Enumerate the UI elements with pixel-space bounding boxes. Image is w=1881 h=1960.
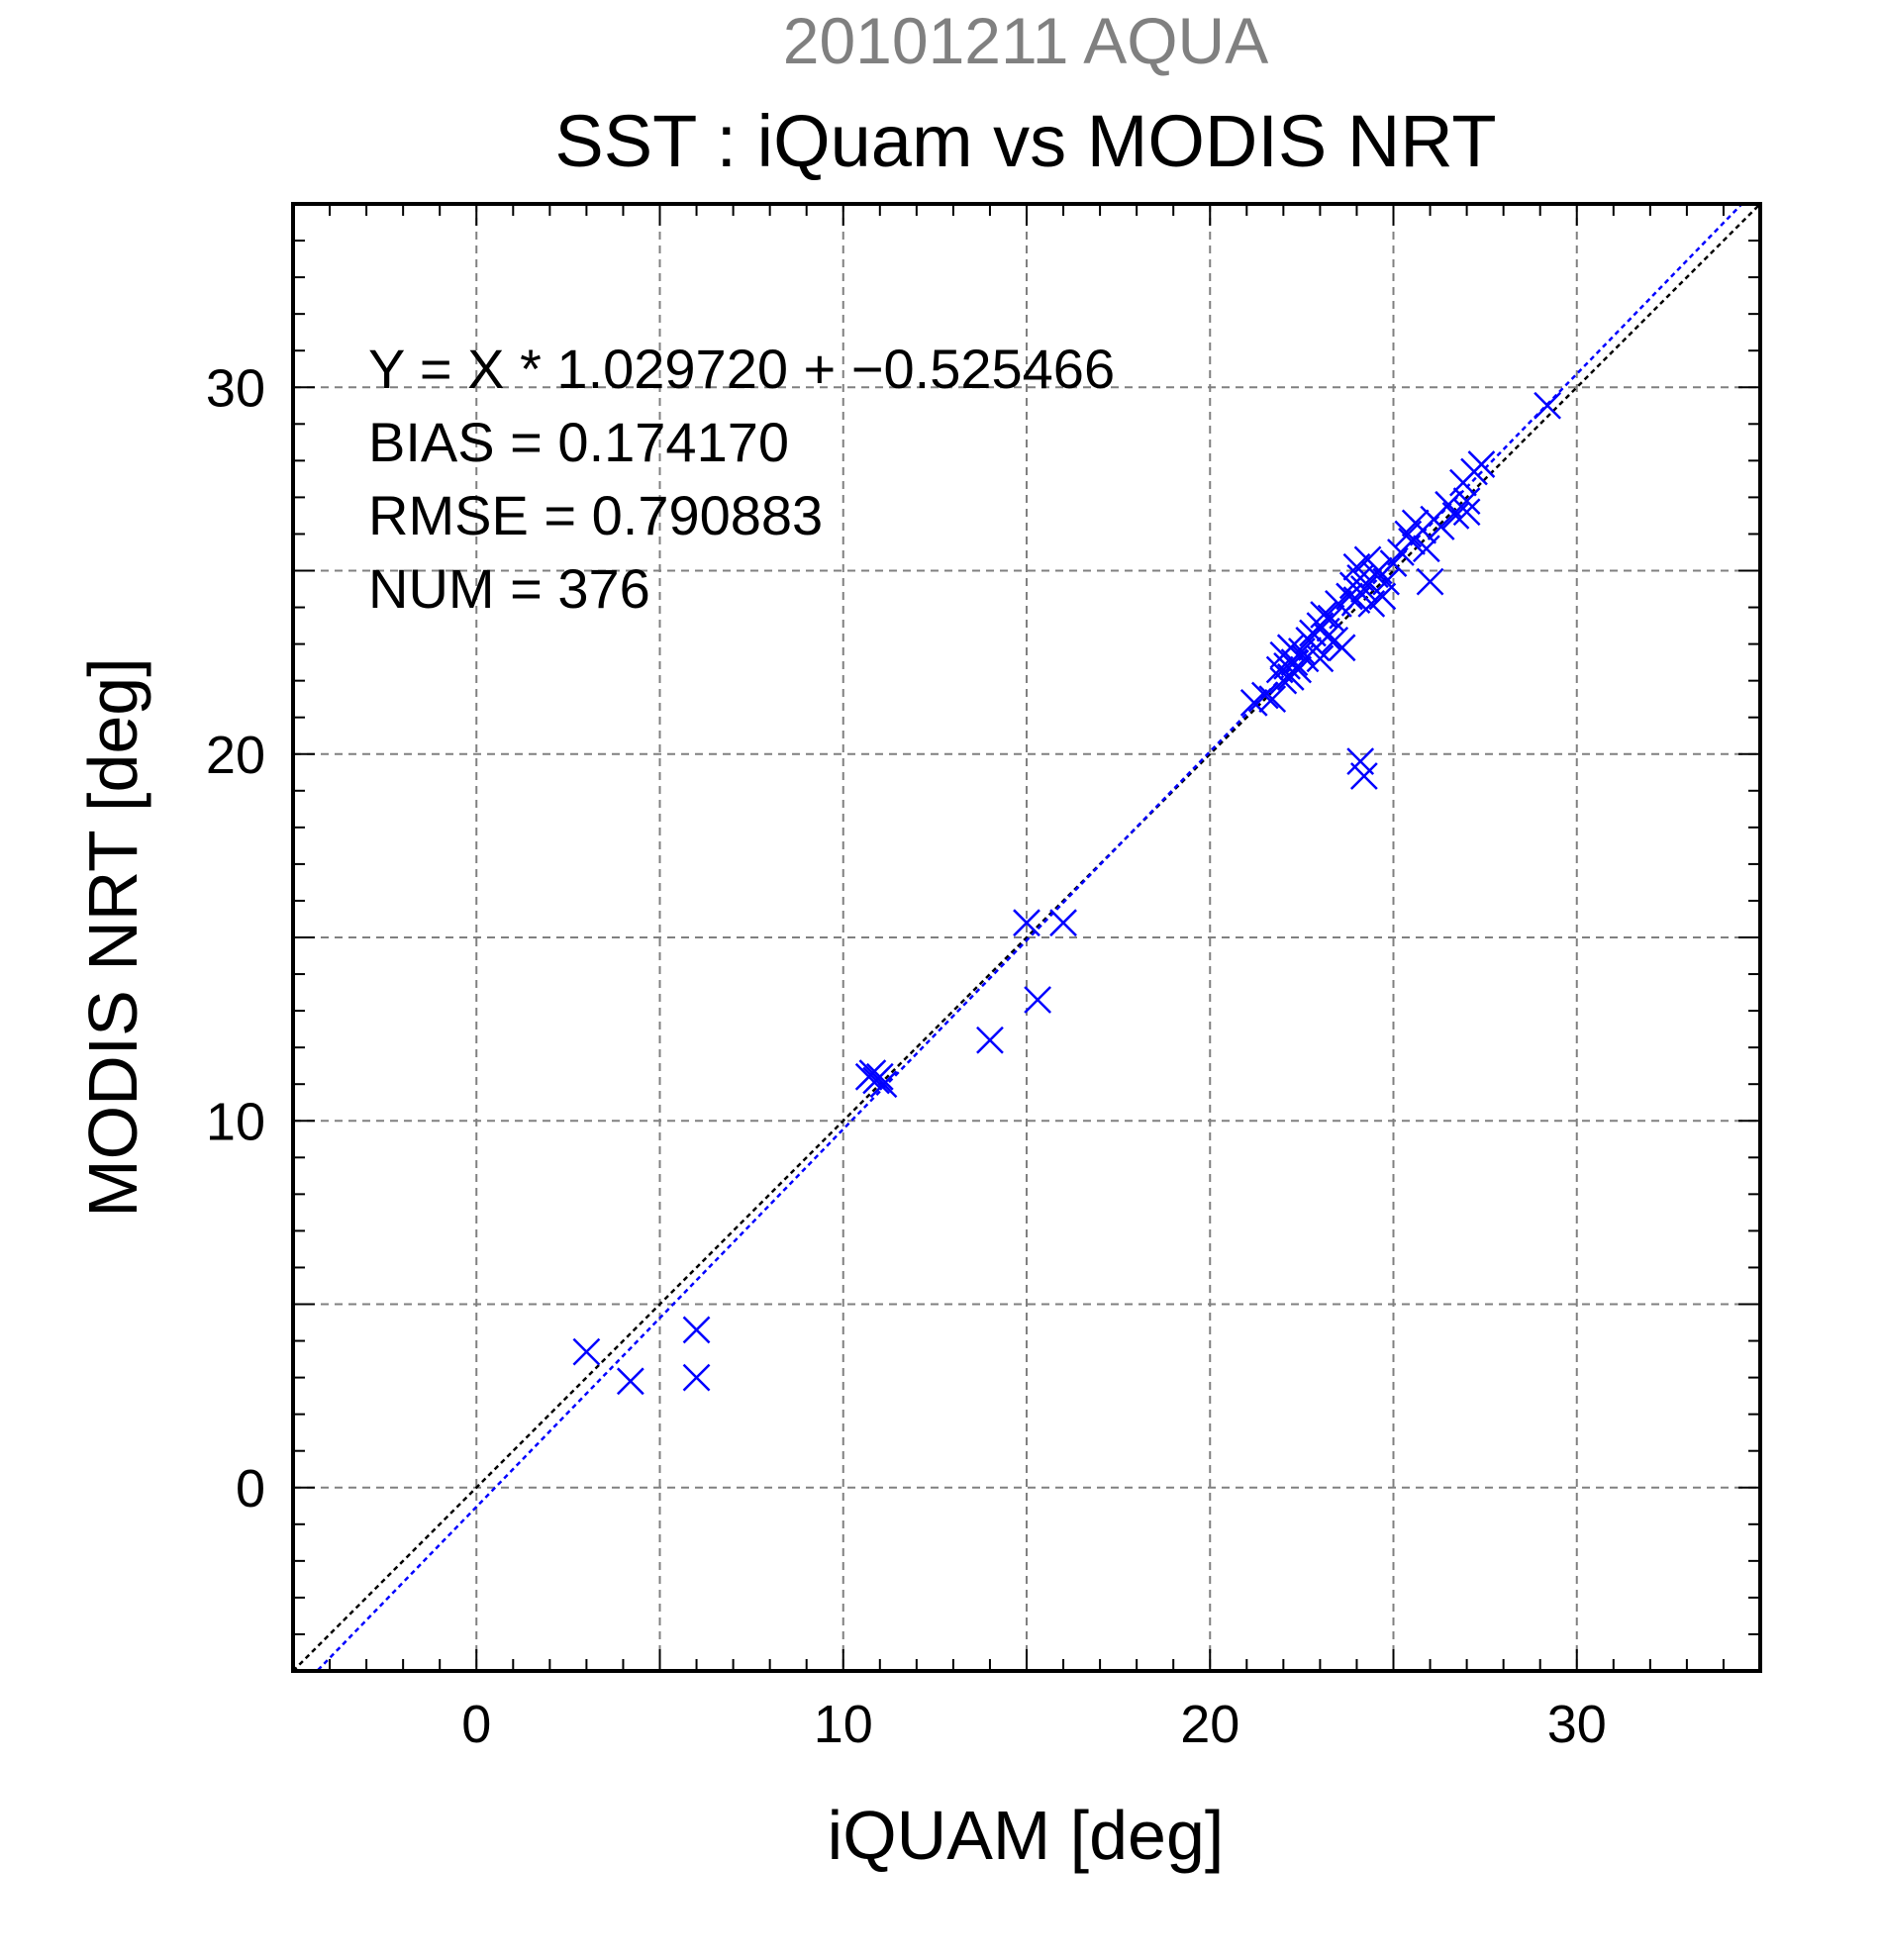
x-tick-label: 20	[1180, 1695, 1239, 1754]
data-point	[1349, 575, 1378, 603]
rmse-label: RMSE = 0.790883	[368, 484, 823, 546]
count-label: NUM = 376	[368, 557, 650, 620]
fit-line	[315, 204, 1744, 1671]
data-point	[682, 1316, 711, 1344]
data-points	[572, 391, 1561, 1396]
data-point	[1336, 582, 1363, 611]
chart-subtitle: SST : iQuam vs MODIS NRT	[554, 100, 1496, 182]
stats-annotation: Y = X * 1.029720 + −0.525466 BIAS = 0.17…	[368, 338, 1115, 620]
fit-equation-label: Y = X * 1.029720 + −0.525466	[368, 338, 1115, 400]
data-point	[1467, 450, 1496, 478]
x-axis-label: iQUAM [deg]	[828, 1797, 1225, 1874]
data-point	[1313, 623, 1341, 651]
data-point	[1306, 644, 1335, 673]
data-point	[1372, 567, 1400, 596]
data-point	[976, 1026, 1004, 1054]
data-point	[1013, 909, 1040, 937]
chart-title: 20101211 AQUA	[783, 4, 1269, 77]
y-tick-label: 30	[206, 358, 265, 418]
x-tick-label: 0	[461, 1695, 491, 1754]
data-point	[1328, 634, 1356, 662]
x-tick-label: 10	[814, 1695, 873, 1754]
grid	[293, 204, 1760, 1671]
data-point	[1250, 681, 1279, 710]
data-point	[572, 1337, 601, 1366]
data-point	[1049, 909, 1077, 937]
x-tick-label: 30	[1547, 1695, 1607, 1754]
data-point	[682, 1363, 711, 1392]
data-point	[616, 1367, 644, 1396]
y-tick-label: 20	[206, 726, 265, 785]
data-point	[1427, 513, 1455, 540]
data-point	[869, 1070, 898, 1099]
y-tick-label: 10	[206, 1092, 265, 1151]
y-axis-label: MODIS NRT [deg]	[74, 657, 151, 1217]
data-point	[865, 1062, 894, 1091]
data-point	[1258, 685, 1287, 714]
bias-label: BIAS = 0.174170	[368, 411, 789, 473]
data-point	[1452, 498, 1481, 527]
data-point	[1412, 535, 1440, 563]
data-point	[1024, 986, 1051, 1014]
data-point	[1441, 502, 1470, 530]
data-point	[1452, 487, 1481, 515]
data-point	[1534, 391, 1561, 420]
plot-frame	[291, 202, 1762, 1673]
identity-line	[293, 204, 1760, 1671]
data-point	[1349, 762, 1378, 790]
y-tick-label: 0	[236, 1459, 265, 1519]
reference-lines	[293, 204, 1760, 1671]
data-point	[1416, 567, 1444, 596]
